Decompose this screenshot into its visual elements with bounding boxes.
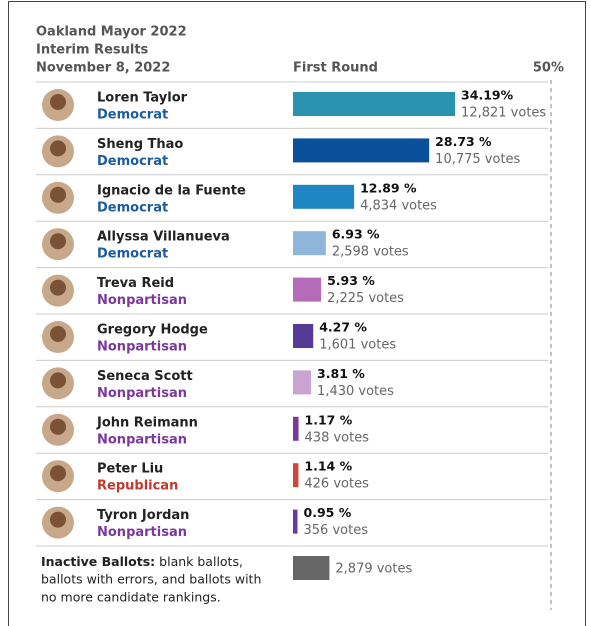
- avatar-face: [50, 511, 66, 528]
- party: Democrat: [97, 200, 168, 215]
- percent-label: 34.19%: [461, 88, 514, 103]
- votes-label: 438 votes: [305, 430, 370, 445]
- candidate-name: Peter Liu: [97, 462, 163, 477]
- votes-label: 10,775 votes: [435, 152, 520, 167]
- party: Democrat: [97, 247, 168, 262]
- percent-label: 28.73 %: [435, 134, 492, 149]
- bar: [293, 277, 322, 302]
- candidate-name: John Reimann: [96, 415, 198, 430]
- bar: [293, 92, 456, 116]
- candidate-name: Gregory Hodge: [97, 323, 208, 338]
- votes-label: 1,430 votes: [317, 384, 394, 399]
- percent-label: 3.81 %: [317, 366, 365, 381]
- avatar-face: [50, 94, 66, 110]
- date: November 8, 2022: [36, 61, 170, 76]
- votes-label: 2,598 votes: [332, 245, 409, 260]
- votes-label: 2,879 votes: [335, 562, 412, 577]
- candidate-name: Ignacio de la Fuente: [97, 183, 246, 198]
- votes-label: 4,834 votes: [360, 198, 437, 213]
- candidate-name: Allyssa Villanueva: [97, 230, 230, 245]
- avatar-face: [50, 372, 66, 389]
- party: Nonpartisan: [97, 525, 187, 540]
- bar: [293, 138, 430, 163]
- bar: [293, 370, 312, 395]
- party: Nonpartisan: [97, 432, 187, 447]
- bar: [293, 509, 298, 534]
- percent-label: 6.93 %: [332, 227, 380, 242]
- avatar-face: [50, 233, 66, 250]
- party: Nonpartisan: [97, 340, 187, 355]
- column-label: First Round: [293, 61, 378, 76]
- avatar-face: [50, 326, 66, 342]
- percent-label: 0.95 %: [304, 505, 352, 520]
- candidate-name: Seneca Scott: [97, 369, 193, 384]
- votes-label: 426 votes: [304, 477, 369, 492]
- subtitle: Interim Results: [36, 43, 149, 58]
- votes-label: 12,821 votes: [461, 106, 546, 121]
- votes-label: 1,601 votes: [319, 338, 396, 353]
- inactive-label: Inactive Ballots: blank ballots,: [41, 554, 243, 569]
- percent-label: 12.89 %: [360, 180, 417, 195]
- party: Nonpartisan: [97, 293, 187, 308]
- party: Democrat: [97, 108, 168, 123]
- inactive-text: ballots with errors, and ballots with: [41, 572, 261, 587]
- bar: [293, 463, 299, 488]
- title: Oakland Mayor 2022: [36, 25, 187, 40]
- percent-label: 4.27 %: [319, 320, 367, 335]
- x-tick-label: 50%: [533, 61, 564, 76]
- avatar-face: [50, 279, 66, 296]
- avatar-face: [50, 418, 66, 435]
- avatar-face: [50, 186, 66, 203]
- candidate-name: Loren Taylor: [97, 91, 188, 106]
- percent-label: 1.17 %: [305, 412, 353, 427]
- bar: [293, 416, 299, 441]
- avatar-face: [50, 465, 66, 482]
- avatar-face: [50, 140, 66, 157]
- party: Republican: [97, 479, 178, 494]
- bar: [293, 556, 330, 580]
- percent-label: 5.93 %: [327, 273, 375, 288]
- bar: [293, 184, 355, 209]
- votes-label: 356 votes: [304, 523, 369, 538]
- party: Nonpartisan: [97, 386, 187, 401]
- candidate-name: Sheng Thao: [97, 137, 183, 152]
- candidate-name: Tyron Jordan: [97, 508, 189, 523]
- candidate-name: Treva Reid: [97, 276, 174, 291]
- party: Democrat: [97, 154, 168, 169]
- bar: [293, 231, 326, 256]
- inactive-text: blank ballots,: [159, 554, 243, 569]
- votes-label: 2,225 votes: [327, 291, 404, 306]
- bar: [293, 324, 314, 348]
- inactive-text: no more candidate rankings.: [41, 590, 221, 605]
- percent-label: 1.14 %: [304, 459, 352, 474]
- inactive-bold: Inactive Ballots:: [41, 554, 155, 569]
- frame: [8, 1, 586, 626]
